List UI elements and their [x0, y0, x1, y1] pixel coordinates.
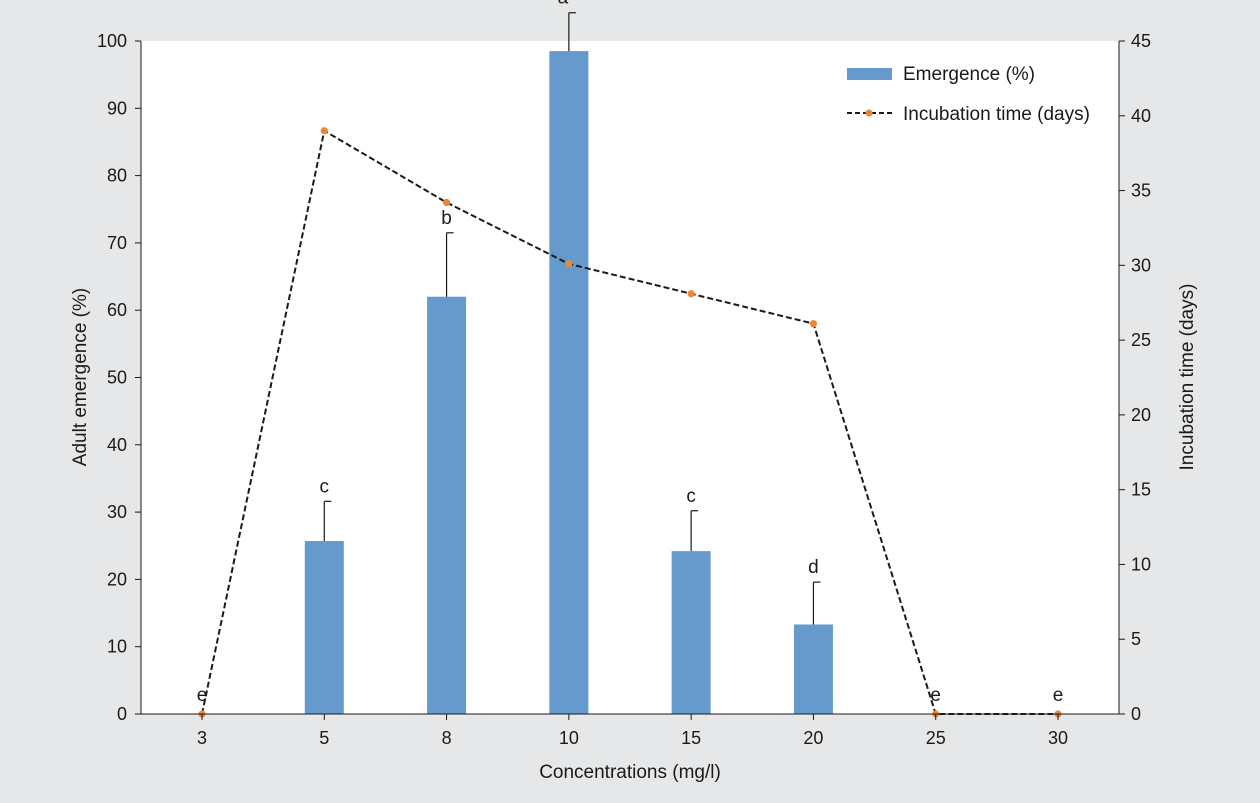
significance-label: a	[558, 0, 569, 9]
y2-tick-label: 30	[1131, 255, 1151, 275]
y-tick-label: 90	[107, 98, 127, 118]
y-tick-label: 80	[107, 166, 127, 186]
significance-label: c	[320, 476, 330, 497]
legend-line-marker	[865, 109, 873, 117]
x-tick-label: 10	[559, 728, 579, 748]
y-tick-label: 60	[107, 300, 127, 320]
significance-label: b	[441, 208, 452, 229]
x-tick-label: 3	[197, 728, 207, 748]
bar	[793, 624, 833, 714]
significance-label: c	[686, 486, 696, 507]
x-tick-label: 30	[1048, 728, 1068, 748]
x-axis-title: Concentrations (mg/l)	[539, 762, 721, 783]
y2-tick-label: 15	[1131, 480, 1151, 500]
line-layer	[198, 127, 1062, 718]
legend: Emergence (%) Incubation time (days)	[847, 64, 1090, 125]
y-tick-label: 50	[107, 368, 127, 388]
legend-line-label: Incubation time (days)	[903, 104, 1090, 125]
bars-layer	[304, 51, 833, 715]
y2-tick-label: 45	[1131, 31, 1151, 51]
y-tick-label: 40	[107, 435, 127, 455]
y-tick-label: 10	[107, 637, 127, 657]
y-tick-label: 0	[117, 704, 127, 724]
significance-labels-layer: e c b a c d e e	[197, 0, 1064, 706]
y2-tick-label: 10	[1131, 554, 1151, 574]
y-tick-label: 30	[107, 502, 127, 522]
x-tick-label: 25	[926, 728, 946, 748]
x-tick-label: 5	[319, 728, 329, 748]
legend-bar-swatch	[847, 68, 892, 80]
x-tick-label: 8	[442, 728, 452, 748]
incubation-point	[687, 290, 695, 298]
bar	[304, 541, 344, 714]
x-tick-label: 15	[681, 728, 701, 748]
incubation-point	[320, 127, 328, 135]
y2-axis-title: Incubation time (days)	[1177, 284, 1198, 471]
x-tick-label: 20	[803, 728, 823, 748]
y2-tick-label: 35	[1131, 181, 1151, 201]
significance-label: e	[197, 685, 208, 706]
y2-tick-label: 5	[1131, 629, 1141, 649]
error-bars-layer	[323, 12, 821, 625]
y-tick-label: 100	[97, 31, 127, 51]
significance-label: e	[1053, 685, 1064, 706]
y2-tick-label: 25	[1131, 330, 1151, 350]
legend-bar-label: Emergence (%)	[903, 64, 1035, 85]
incubation-point	[809, 320, 818, 328]
y-tick-label: 20	[107, 569, 127, 589]
significance-label: e	[930, 685, 941, 706]
y2-tick-label: 0	[1131, 704, 1141, 724]
plot-area	[141, 41, 1119, 714]
bar	[671, 551, 711, 714]
incubation-line	[201, 129, 1058, 715]
y2-tick-label: 20	[1131, 405, 1151, 425]
y2-tick-label: 40	[1131, 106, 1151, 126]
y-tick-label: 70	[107, 233, 127, 253]
ticks-layer: 0102030405060708090100051015202530354045…	[97, 31, 1151, 748]
y-axis-title: Adult emergence (%)	[70, 288, 91, 466]
incubation-point	[442, 198, 451, 207]
bar	[427, 296, 467, 714]
significance-label: d	[808, 557, 819, 578]
bar	[549, 51, 589, 715]
incubation-point	[565, 260, 573, 268]
